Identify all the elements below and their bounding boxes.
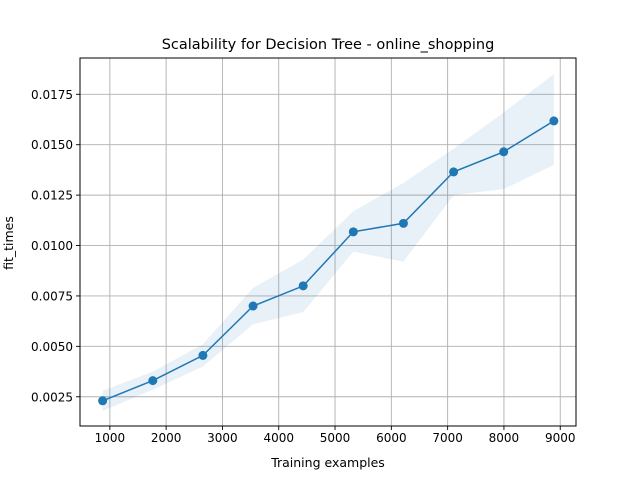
y-axis-label: fit_times (1, 216, 16, 270)
y-tick-label: 0.0125 (31, 189, 73, 203)
chart-title: Scalability for Decision Tree - online_s… (162, 37, 495, 53)
confidence-band-layer (102, 74, 554, 411)
data-point (198, 350, 208, 360)
x-tick-label: 5000 (320, 431, 351, 445)
data-point (248, 301, 258, 311)
y-tick-label: 0.0175 (31, 88, 73, 102)
x-tick-label: 3000 (207, 431, 238, 445)
x-tick-label: 6000 (376, 431, 407, 445)
y-tick-label: 0.0050 (31, 340, 73, 354)
data-point (348, 227, 358, 237)
x-tick-label: 4000 (263, 431, 294, 445)
data-point (549, 116, 559, 126)
x-tick-label: 8000 (489, 431, 520, 445)
y-tick-label: 0.0025 (31, 390, 73, 404)
x-tick-label: 7000 (432, 431, 463, 445)
data-point (298, 281, 308, 291)
data-point (449, 167, 459, 177)
x-tick-label: 1000 (95, 431, 126, 445)
x-axis-label: Training examples (270, 455, 385, 470)
x-tick-label: 9000 (545, 431, 576, 445)
series-line (102, 120, 555, 402)
y-ticks: 0.0025 0.0050 0.0075 0.0100 0.0125 0.0150 0.01… (31, 88, 80, 404)
x-tick-label: 2000 (151, 431, 182, 445)
data-points (98, 116, 559, 406)
plot-frame (79, 57, 577, 427)
series-line-layer (102, 120, 555, 402)
data-point (98, 396, 108, 406)
grid (80, 58, 576, 426)
y-tick-label: 0.0075 (31, 289, 73, 303)
data-point (148, 376, 158, 386)
y-tick-label: 0.0150 (31, 138, 73, 152)
confidence-band (102, 74, 554, 411)
y-tick-label: 0.0100 (31, 239, 73, 253)
x-ticks: 1000 2000 3000 4000 5000 6000 7000 8000 9000 (95, 426, 576, 445)
data-point (398, 218, 408, 228)
data-point (499, 147, 509, 157)
